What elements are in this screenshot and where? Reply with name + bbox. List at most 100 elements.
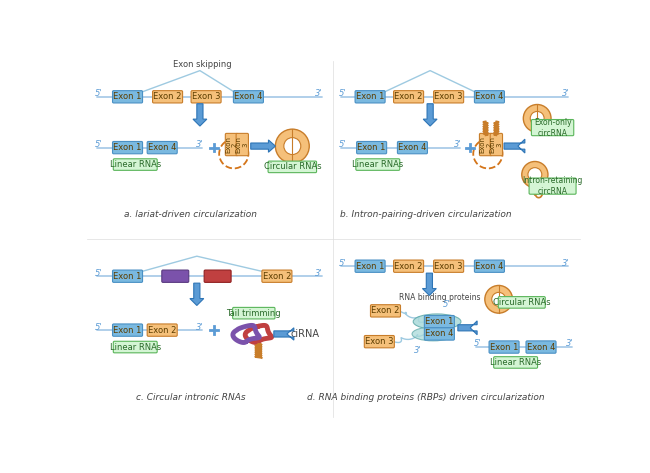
FancyBboxPatch shape: [493, 357, 538, 368]
FancyBboxPatch shape: [490, 133, 502, 156]
Circle shape: [523, 105, 551, 132]
Polygon shape: [504, 139, 525, 153]
FancyBboxPatch shape: [474, 260, 504, 272]
Text: Exon
3: Exon 3: [490, 136, 503, 153]
FancyBboxPatch shape: [236, 133, 248, 156]
Text: 3': 3': [196, 140, 203, 149]
Circle shape: [528, 167, 542, 182]
Circle shape: [284, 138, 301, 155]
FancyBboxPatch shape: [112, 324, 142, 336]
Text: Exon 1: Exon 1: [113, 92, 142, 101]
FancyBboxPatch shape: [233, 91, 263, 103]
Text: Exon skipping: Exon skipping: [173, 60, 231, 69]
FancyBboxPatch shape: [393, 260, 424, 272]
Text: Linear RNAs: Linear RNAs: [352, 160, 404, 169]
Text: Exon-only
circRNA: Exon-only circRNA: [534, 118, 571, 138]
Polygon shape: [274, 328, 294, 340]
Ellipse shape: [413, 314, 461, 329]
Text: Exon 1: Exon 1: [356, 92, 384, 101]
FancyBboxPatch shape: [112, 141, 142, 154]
FancyBboxPatch shape: [529, 178, 576, 194]
FancyBboxPatch shape: [162, 270, 188, 282]
Text: Exon 2: Exon 2: [395, 92, 423, 101]
FancyBboxPatch shape: [112, 91, 142, 103]
Polygon shape: [458, 321, 477, 335]
FancyBboxPatch shape: [424, 315, 454, 328]
FancyBboxPatch shape: [112, 270, 142, 282]
Text: b. Intron-pairing-driven circularization: b. Intron-pairing-driven circularization: [340, 210, 512, 219]
Text: Exon 4: Exon 4: [475, 92, 504, 101]
Text: Exon 1: Exon 1: [113, 325, 142, 334]
Text: 5': 5': [339, 259, 347, 268]
Text: a. lariat-driven circularization: a. lariat-driven circularization: [124, 210, 257, 219]
Text: RNA binding proteins: RNA binding proteins: [398, 292, 480, 301]
Polygon shape: [423, 104, 437, 126]
FancyBboxPatch shape: [526, 341, 556, 353]
Text: 5': 5': [339, 140, 347, 149]
Text: Linear RNAs: Linear RNAs: [110, 160, 161, 169]
Text: 5': 5': [339, 89, 347, 98]
Text: Linear RNAs: Linear RNAs: [110, 342, 161, 351]
Text: Exon 4: Exon 4: [148, 143, 176, 152]
FancyBboxPatch shape: [434, 91, 463, 103]
Circle shape: [522, 161, 548, 188]
FancyBboxPatch shape: [480, 133, 492, 156]
Text: Linear RNAs: Linear RNAs: [490, 358, 541, 367]
Text: Exon 2: Exon 2: [395, 262, 423, 271]
Text: 3': 3': [315, 269, 323, 278]
Circle shape: [485, 285, 513, 313]
FancyBboxPatch shape: [424, 328, 454, 340]
Text: 3': 3': [562, 89, 569, 98]
Text: 5': 5': [96, 269, 103, 278]
Text: Exon 4: Exon 4: [425, 330, 454, 339]
Text: Exon
2: Exon 2: [479, 136, 492, 153]
Text: Exon 4: Exon 4: [234, 92, 263, 101]
Text: Exon 3: Exon 3: [365, 337, 394, 346]
Text: Intron-retaining
circRNA: Intron-retaining circRNA: [523, 176, 583, 196]
FancyBboxPatch shape: [204, 270, 231, 282]
Text: Exon 1: Exon 1: [358, 143, 386, 152]
FancyBboxPatch shape: [532, 120, 574, 136]
FancyBboxPatch shape: [397, 141, 428, 154]
FancyBboxPatch shape: [355, 260, 385, 272]
FancyBboxPatch shape: [434, 260, 463, 272]
FancyBboxPatch shape: [113, 342, 157, 353]
Text: Exon
3: Exon 3: [236, 136, 249, 153]
Circle shape: [530, 112, 544, 125]
FancyBboxPatch shape: [355, 91, 385, 103]
FancyBboxPatch shape: [489, 341, 519, 353]
FancyBboxPatch shape: [474, 91, 504, 103]
Text: Exon 1: Exon 1: [425, 317, 454, 326]
Ellipse shape: [412, 327, 454, 341]
Text: Exon
2: Exon 2: [225, 136, 238, 153]
Text: 3': 3': [454, 140, 462, 149]
Text: Circular RNAs: Circular RNAs: [493, 298, 551, 307]
Text: c. Circular intronic RNAs: c. Circular intronic RNAs: [136, 393, 246, 402]
Polygon shape: [251, 140, 276, 152]
Text: Exon 1: Exon 1: [113, 272, 142, 280]
Text: Exon 4: Exon 4: [475, 262, 504, 271]
Circle shape: [276, 129, 309, 163]
FancyBboxPatch shape: [262, 270, 292, 282]
Text: Exon 1: Exon 1: [490, 342, 518, 351]
FancyBboxPatch shape: [357, 141, 387, 154]
FancyBboxPatch shape: [113, 159, 157, 170]
Polygon shape: [193, 104, 207, 126]
Text: Exon 1: Exon 1: [356, 262, 384, 271]
Text: Tail trimming: Tail trimming: [226, 309, 281, 318]
Text: ciRNA: ciRNA: [291, 329, 320, 339]
FancyBboxPatch shape: [393, 91, 424, 103]
Text: Exon 4: Exon 4: [527, 342, 555, 351]
Text: Circular RNAs: Circular RNAs: [263, 162, 321, 171]
Text: Exon 2: Exon 2: [371, 307, 400, 315]
Text: Exon 3: Exon 3: [434, 92, 463, 101]
Text: 5': 5': [96, 140, 103, 149]
Polygon shape: [190, 283, 203, 306]
Text: 5': 5': [474, 340, 482, 349]
Text: Exon 2: Exon 2: [153, 92, 182, 101]
Text: 5': 5': [443, 300, 451, 309]
Text: 3': 3': [562, 259, 569, 268]
Text: 5': 5': [96, 89, 103, 98]
Text: Exon 2: Exon 2: [263, 272, 291, 280]
Text: 3': 3': [196, 323, 203, 332]
